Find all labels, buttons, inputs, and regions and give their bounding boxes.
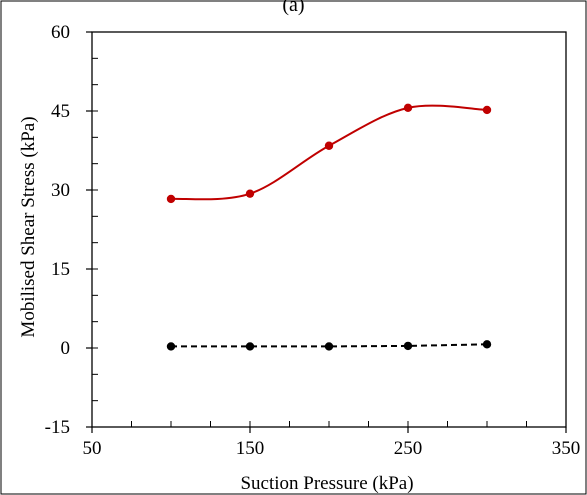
y-tick-label: 15 xyxy=(51,259,70,280)
data-point xyxy=(324,141,334,150)
y-tick-label: 45 xyxy=(51,101,70,122)
y-tick-label: -15 xyxy=(45,417,70,438)
data-point xyxy=(166,342,176,351)
data-point xyxy=(482,340,492,349)
data-point xyxy=(403,341,413,351)
y-tick-label: 60 xyxy=(51,22,70,43)
x-tick-label: 250 xyxy=(394,438,423,459)
x-tick-label: 150 xyxy=(236,438,265,459)
data-point xyxy=(166,194,176,204)
data-point xyxy=(245,342,255,351)
series-line-1 xyxy=(170,104,488,201)
data-point xyxy=(482,105,492,115)
series-line-2 xyxy=(171,343,488,348)
data-point xyxy=(245,189,255,198)
x-tick-label: 350 xyxy=(552,438,581,459)
x-tick-label: 50 xyxy=(83,438,102,459)
x-axis-label: Suction Pressure (kPa) xyxy=(240,473,413,494)
data-point xyxy=(403,103,413,113)
y-axis-label: Mobilised Shear Stress (kPa) xyxy=(18,116,39,337)
y-tick-label: 30 xyxy=(51,180,70,201)
y-tick-label: 0 xyxy=(61,338,71,359)
plot-area xyxy=(91,31,567,428)
data-point xyxy=(324,342,334,351)
panel-label: (a) xyxy=(282,0,305,16)
